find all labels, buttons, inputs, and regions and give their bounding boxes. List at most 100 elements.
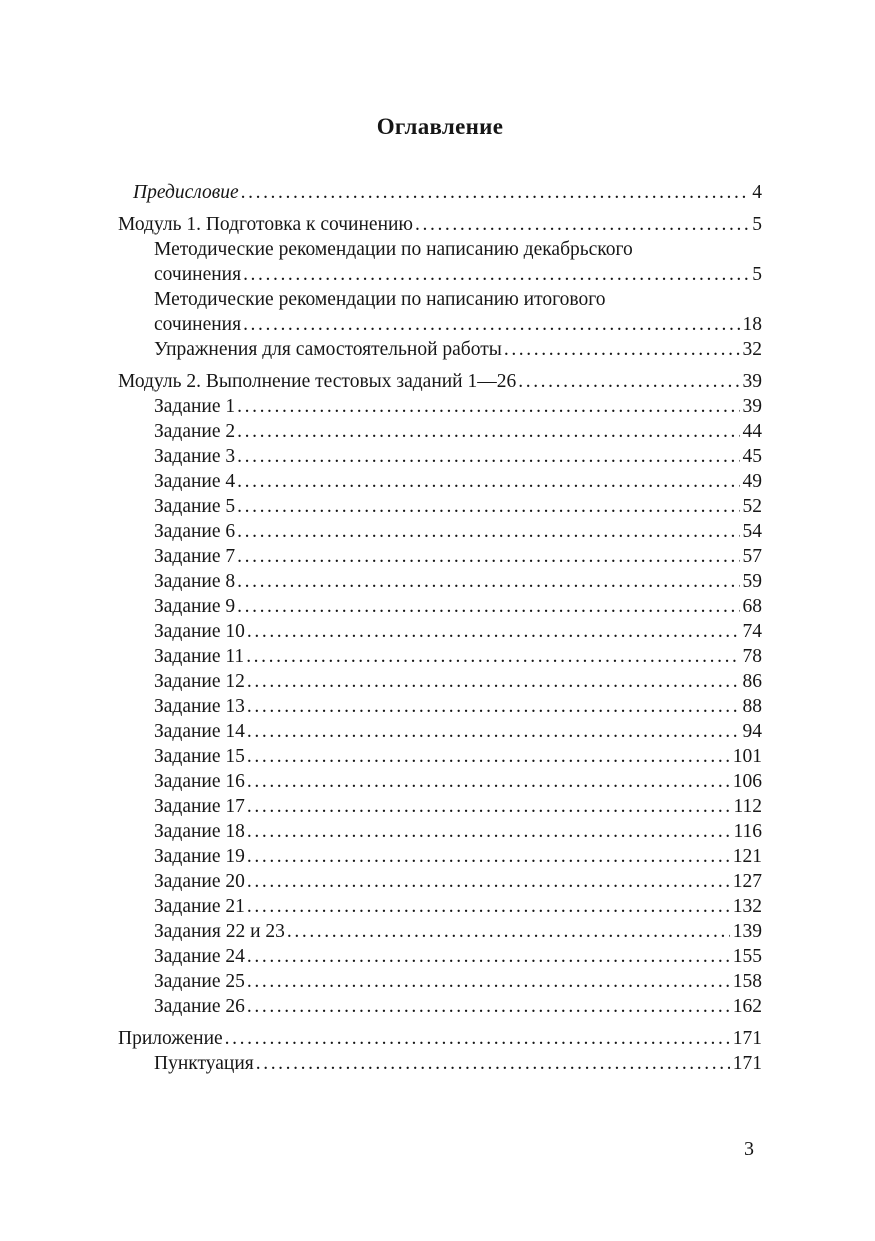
toc-entry-row: Задание 16 106 bbox=[154, 769, 762, 794]
toc-entry-label: Задание 4 bbox=[154, 471, 236, 492]
toc-entry-label: Задание 18 bbox=[154, 821, 245, 842]
toc-entry-page: 68 bbox=[742, 596, 763, 617]
toc-entry-text: Методические рекомендации по написанию и… bbox=[154, 289, 606, 310]
toc-entry: Задание 15 101 bbox=[154, 744, 762, 769]
toc-entry-row: сочинения 18 bbox=[154, 312, 762, 337]
toc-entry: Задание 26 162 bbox=[154, 994, 762, 1019]
toc-entry-page: 171 bbox=[732, 1053, 762, 1074]
dot-leader bbox=[247, 944, 730, 969]
toc-entry-label: Задание 8 bbox=[154, 571, 236, 592]
toc-entry-page: 52 bbox=[742, 496, 763, 517]
page-number: 3 bbox=[744, 1138, 754, 1160]
toc-entry-label: сочинения bbox=[154, 314, 242, 335]
toc-entry-row: Задание 19 121 bbox=[154, 844, 762, 869]
dot-leader bbox=[247, 994, 730, 1019]
toc-entry: Задание 6 54 bbox=[154, 519, 762, 544]
toc-entry-label: Модуль 1. Подготовка к сочинению bbox=[118, 214, 414, 235]
toc-entry-label: сочинения bbox=[154, 264, 242, 285]
toc-entry-label: Задание 5 bbox=[154, 496, 236, 517]
toc-entry-row: Задание 15 101 bbox=[154, 744, 762, 769]
toc-entry-page: 74 bbox=[742, 621, 763, 642]
dot-leader bbox=[225, 1026, 730, 1051]
toc-entry-page: 158 bbox=[732, 971, 762, 992]
toc-entry-row: Задание 13 88 bbox=[154, 694, 762, 719]
toc-entry-label: Задание 11 bbox=[154, 646, 245, 667]
toc-entry-row: Задание 24 155 bbox=[154, 944, 762, 969]
toc-entry-label: Задания 22 и 23 bbox=[154, 921, 285, 942]
toc-entry-label: Задание 1 bbox=[154, 396, 236, 417]
toc-entry-label: Задание 21 bbox=[154, 896, 245, 917]
toc-entry: Задание 1 39 bbox=[154, 394, 762, 419]
toc-entry: Задание 13 88 bbox=[154, 694, 762, 719]
toc-entry-row: Задание 21 132 bbox=[154, 894, 762, 919]
toc-entry-page: 44 bbox=[742, 421, 763, 442]
toc-entry-row: Пунктуация 171 bbox=[154, 1051, 762, 1076]
toc-entry-row: Задание 3 45 bbox=[154, 444, 762, 469]
dot-leader bbox=[287, 919, 730, 944]
toc-entry-row: Модуль 2. Выполнение тестовых заданий 1—… bbox=[118, 369, 762, 394]
toc-entry-row: Задание 17 112 bbox=[154, 794, 762, 819]
dot-leader bbox=[241, 180, 750, 205]
toc-entry-row: Задание 1 39 bbox=[154, 394, 762, 419]
toc-entry-page: 39 bbox=[742, 371, 763, 392]
dot-leader bbox=[247, 869, 730, 894]
dot-leader bbox=[247, 669, 740, 694]
toc-entry-row: Задание 6 54 bbox=[154, 519, 762, 544]
toc-entry-page: 32 bbox=[742, 339, 763, 360]
toc-entry-label: Задание 19 bbox=[154, 846, 245, 867]
toc-entry-label: Предисловие bbox=[133, 182, 239, 203]
toc-entry-page: 5 bbox=[752, 214, 762, 235]
toc-entry-label: Задание 7 bbox=[154, 546, 236, 567]
toc-entry: Приложение 171 bbox=[118, 1026, 762, 1051]
toc-entry: Задание 2 44 bbox=[154, 419, 762, 444]
toc-entry-label: Задание 26 bbox=[154, 996, 245, 1017]
dot-leader bbox=[237, 544, 739, 569]
dot-leader bbox=[237, 394, 739, 419]
toc-entry: Методические рекомендации по написанию д… bbox=[154, 237, 762, 287]
toc-entry-page: 54 bbox=[742, 521, 763, 542]
toc-entry-text: Методические рекомендации по написанию д… bbox=[154, 239, 633, 260]
dot-leader bbox=[237, 469, 739, 494]
dot-leader bbox=[247, 794, 731, 819]
toc-entry-label: Задание 25 bbox=[154, 971, 245, 992]
toc-entry-label: Задание 3 bbox=[154, 446, 236, 467]
toc-entry-row: Задание 14 94 bbox=[154, 719, 762, 744]
toc-entry: Задание 8 59 bbox=[154, 569, 762, 594]
toc-entry-page: 18 bbox=[742, 314, 763, 335]
toc-entry-row: Задание 11 78 bbox=[154, 644, 762, 669]
toc-entry-row: Предисловие 4 bbox=[133, 180, 762, 205]
dot-leader bbox=[247, 844, 730, 869]
toc-entry: Задание 21 132 bbox=[154, 894, 762, 919]
toc-entry-page: 94 bbox=[742, 721, 763, 742]
toc-entry-label: Задание 12 bbox=[154, 671, 245, 692]
toc-entry-label: Приложение bbox=[118, 1028, 223, 1049]
dot-leader bbox=[247, 694, 740, 719]
toc-entry-page: 49 bbox=[742, 471, 763, 492]
toc-entry-page: 88 bbox=[742, 696, 763, 717]
toc-entry-label: Задание 16 bbox=[154, 771, 245, 792]
toc-entry-row: Упражнения для самостоятельной работы 32 bbox=[154, 337, 762, 362]
toc-entry-page: 101 bbox=[732, 746, 762, 767]
toc-entry-row: Приложение 171 bbox=[118, 1026, 762, 1051]
dot-leader bbox=[237, 519, 739, 544]
dot-leader bbox=[247, 769, 730, 794]
toc-entry: Задание 5 52 bbox=[154, 494, 762, 519]
toc-entry: Задание 9 68 bbox=[154, 594, 762, 619]
toc-entry: Задание 24 155 bbox=[154, 944, 762, 969]
toc-entry-page: 116 bbox=[733, 821, 762, 842]
toc-entry: Задания 22 и 23 139 bbox=[154, 919, 762, 944]
toc-entry: Задание 17 112 bbox=[154, 794, 762, 819]
dot-leader bbox=[247, 894, 730, 919]
dot-leader bbox=[247, 719, 740, 744]
dot-leader bbox=[247, 819, 731, 844]
toc-entry-label: Задание 13 bbox=[154, 696, 245, 717]
toc-entry-row: Задание 8 59 bbox=[154, 569, 762, 594]
toc-entry-label: Задание 15 bbox=[154, 746, 245, 767]
toc-content: Оглавление Предисловие 4 Модуль 1. Подгото… bbox=[118, 114, 762, 1076]
dot-leader bbox=[237, 419, 739, 444]
toc-entry: Задание 20 127 bbox=[154, 869, 762, 894]
toc-entry: Модуль 2. Выполнение тестовых заданий 1—… bbox=[118, 369, 762, 394]
toc-entry-row: Задание 26 162 bbox=[154, 994, 762, 1019]
toc-entry-row: Задание 20 127 bbox=[154, 869, 762, 894]
